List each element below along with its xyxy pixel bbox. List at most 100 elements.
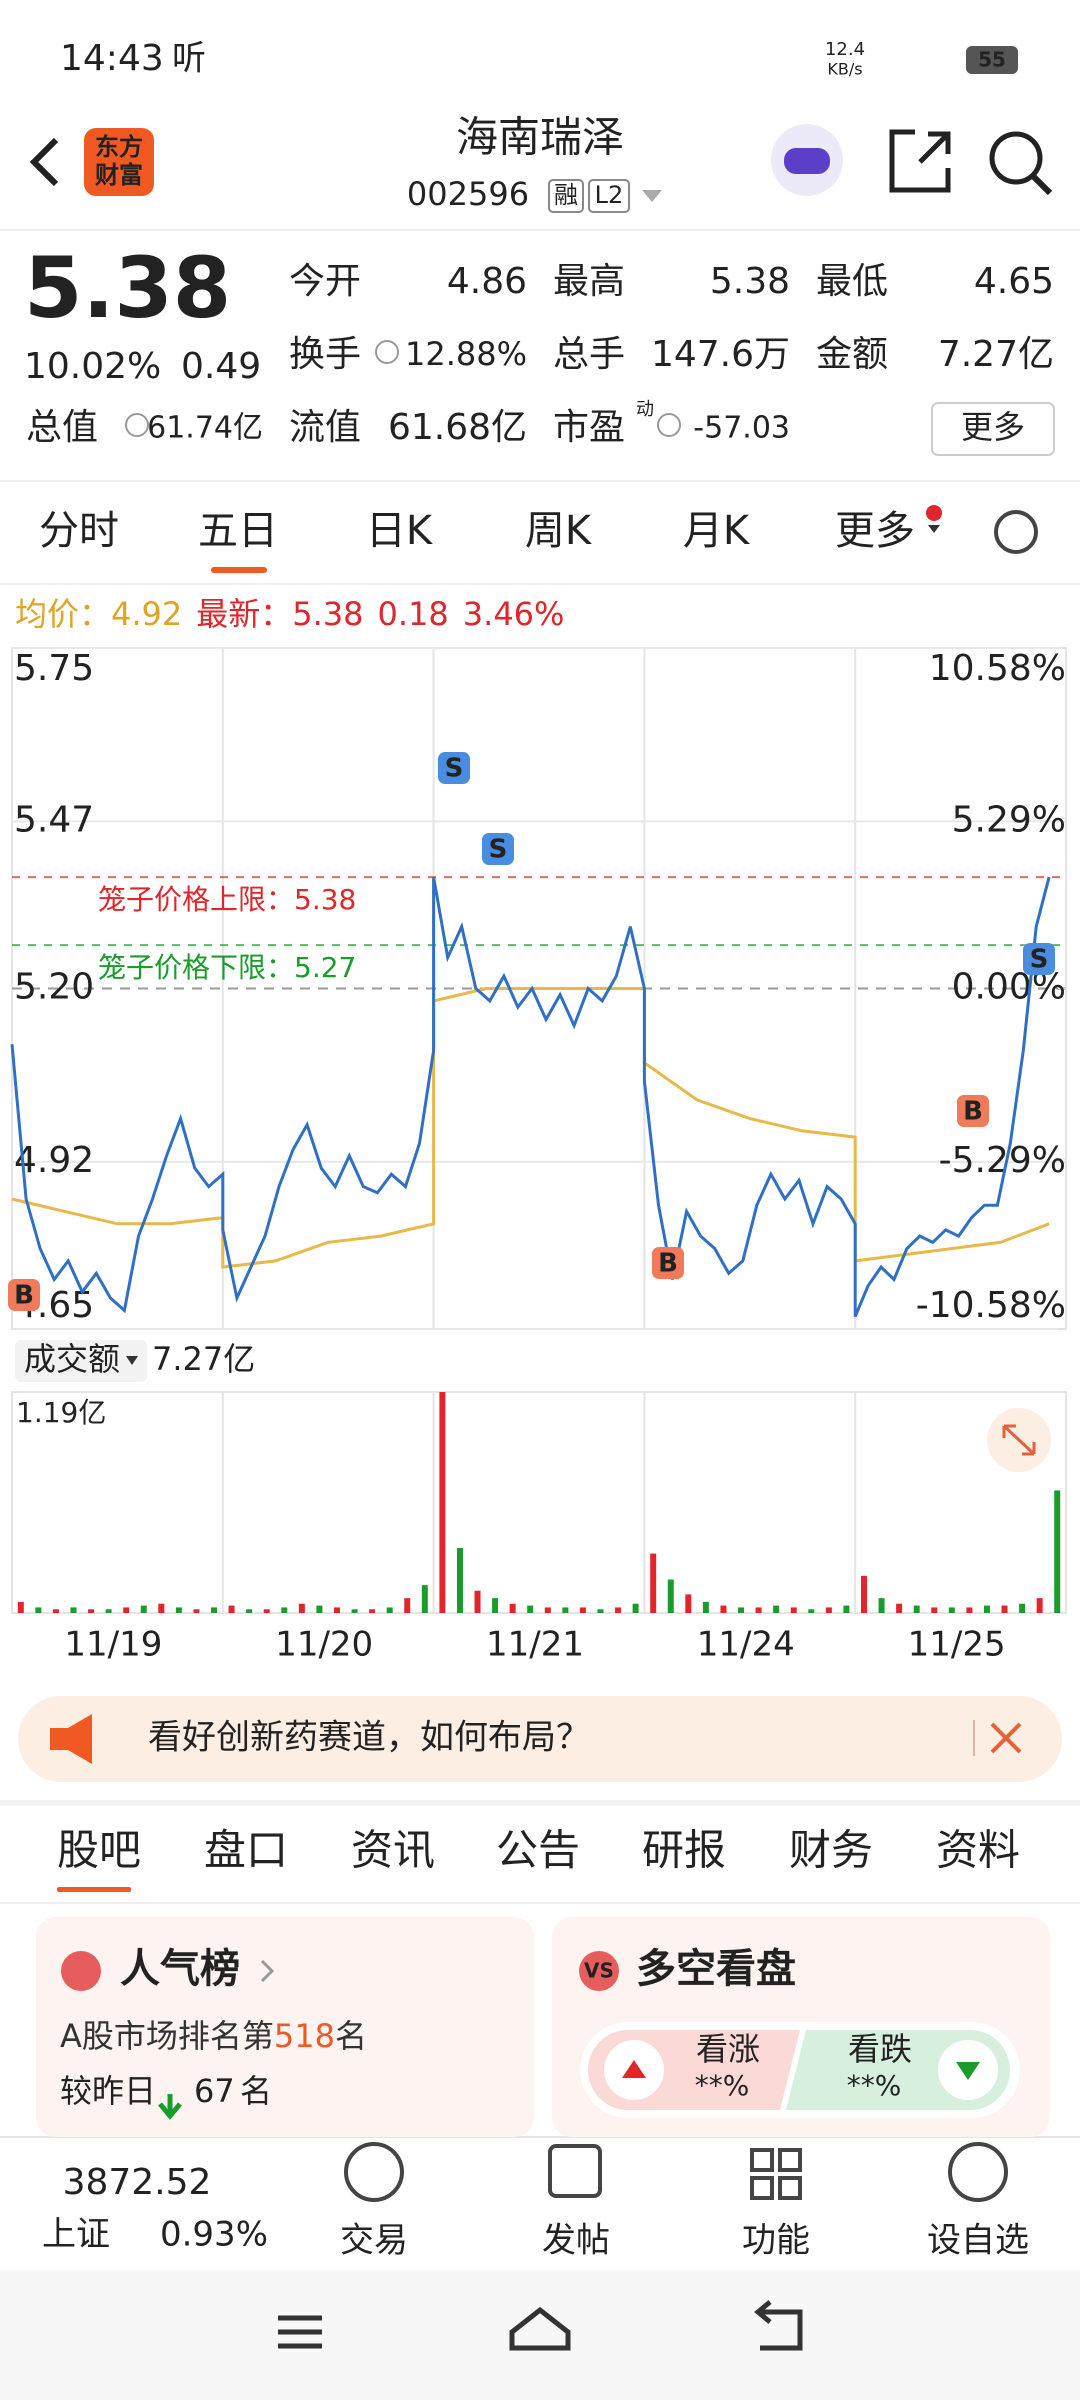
volume-bar bbox=[140, 1605, 147, 1613]
up-arrow bbox=[622, 2060, 646, 2078]
legend-item: 均价： bbox=[15, 595, 111, 633]
section-tab[interactable]: 财务 bbox=[789, 1826, 873, 1875]
more-label[interactable]: 更多 bbox=[961, 408, 1025, 446]
cage-label-value: 5.27 bbox=[294, 951, 356, 984]
chart-tab[interactable]: 更多 bbox=[835, 508, 915, 554]
divider bbox=[0, 480, 1080, 482]
nav-item[interactable]: 设自选 bbox=[927, 2221, 1029, 2261]
banner-text[interactable]: 看好创新药赛道，如何布局？ bbox=[148, 1718, 590, 1758]
volume-bar bbox=[702, 1601, 709, 1613]
banner[interactable] bbox=[18, 1696, 1062, 1782]
pe-superscript: 动 bbox=[636, 399, 654, 420]
chart-tab[interactable]: 周K bbox=[525, 508, 593, 554]
volume-bar bbox=[527, 1605, 534, 1613]
section-tab[interactable]: 股吧 bbox=[57, 1826, 141, 1875]
trade-icon[interactable] bbox=[344, 2142, 404, 2202]
avatar-face bbox=[784, 148, 830, 174]
trade-marker-label: B bbox=[963, 1097, 983, 1127]
home-button[interactable] bbox=[509, 2306, 571, 2351]
card-icon bbox=[579, 1951, 619, 1991]
section-tab[interactable]: 研报 bbox=[642, 1826, 726, 1875]
quote-label: 总值 bbox=[26, 407, 98, 448]
nav-item[interactable]: 功能 bbox=[742, 2221, 810, 2261]
legend: 均价：4.92 最新：5.38 0.18 3.46% bbox=[15, 595, 564, 633]
section-tab[interactable]: 盘口 bbox=[204, 1826, 288, 1875]
volume-bar bbox=[404, 1598, 411, 1613]
section-tab[interactable]: 公告 bbox=[496, 1826, 580, 1875]
chart-tab[interactable]: 月K bbox=[683, 508, 751, 554]
chart-tab[interactable]: 分时 bbox=[39, 508, 119, 554]
stock-name: 海南瑞泽 bbox=[456, 113, 624, 162]
section-tab[interactable]: 资讯 bbox=[351, 1826, 435, 1875]
bear-pct: **% bbox=[847, 2069, 902, 2102]
nav-item[interactable]: 交易 bbox=[340, 2221, 408, 2261]
search-icon bbox=[1030, 173, 1053, 196]
card-icon-text: VS bbox=[584, 1959, 614, 1983]
y2-tick-label: -10.58% bbox=[916, 1285, 1066, 1326]
post-icon[interactable] bbox=[548, 2144, 602, 2198]
quote-label: 流值 bbox=[289, 407, 361, 448]
y2-tick-label: -5.29% bbox=[939, 1140, 1066, 1181]
volume-bar bbox=[1019, 1603, 1026, 1613]
bull-pct: **% bbox=[695, 2069, 750, 2102]
chart-tab[interactable]: 日K bbox=[366, 508, 434, 554]
share-icon[interactable] bbox=[889, 129, 951, 193]
bear-label: 看跌 bbox=[848, 2030, 912, 2068]
change: 0.49 bbox=[181, 346, 261, 387]
trade-marker-label: S bbox=[445, 754, 464, 784]
net-speed: 12.4 bbox=[825, 39, 865, 60]
price: 5.38 bbox=[24, 239, 231, 337]
back-button[interactable] bbox=[29, 137, 59, 187]
badge bbox=[548, 179, 584, 213]
quote-value: 147.6万 bbox=[651, 334, 790, 375]
quote-label: 今开 bbox=[289, 261, 361, 302]
volume-bar bbox=[632, 1603, 639, 1613]
function-icon[interactable] bbox=[750, 2148, 802, 2200]
legend-item: 0.18 bbox=[378, 595, 449, 633]
popularity-card[interactable] bbox=[36, 1917, 534, 2137]
quote-label: 最低 bbox=[816, 261, 888, 302]
price-line bbox=[10, 876, 1051, 1318]
volume-bar bbox=[105, 1609, 112, 1613]
section-tab[interactable]: 资料 bbox=[936, 1826, 1020, 1875]
volume-bar bbox=[562, 1607, 569, 1613]
trade-marker-label: B bbox=[14, 1281, 34, 1311]
battery: 55 bbox=[978, 48, 1006, 72]
search-icon[interactable] bbox=[989, 131, 1043, 185]
volume-bar bbox=[948, 1607, 955, 1613]
nav-item[interactable]: 发帖 bbox=[542, 2221, 610, 2261]
clock: 14:43 bbox=[60, 38, 164, 79]
menu-button[interactable] bbox=[278, 2315, 322, 2349]
volume-bar bbox=[1036, 1598, 1043, 1613]
close-button[interactable] bbox=[990, 1722, 1022, 1754]
divider bbox=[0, 2136, 1080, 2138]
trade-marker bbox=[1023, 943, 1055, 975]
card-title: 人气榜 bbox=[120, 1946, 240, 1992]
quote-label: 金额 bbox=[816, 334, 888, 375]
volume-bar bbox=[878, 1598, 885, 1613]
index-name: 上证 bbox=[42, 2215, 110, 2255]
watchlist-icon[interactable] bbox=[948, 2142, 1008, 2202]
volume-bar bbox=[667, 1579, 674, 1613]
settings-icon[interactable] bbox=[994, 510, 1038, 554]
back-nav-button[interactable] bbox=[754, 2300, 803, 2351]
volume-bar bbox=[281, 1607, 288, 1613]
volume-bar bbox=[738, 1607, 745, 1613]
quote-label: 最高 bbox=[553, 261, 625, 302]
quote-value: 4.65 bbox=[974, 261, 1054, 302]
index-change: 0.93% bbox=[160, 2215, 268, 2255]
volume-bar bbox=[35, 1607, 42, 1613]
expand-icon bbox=[1002, 1424, 1036, 1456]
quote-value: 4.86 bbox=[447, 261, 527, 302]
chart-tab[interactable]: 五日 bbox=[198, 508, 278, 554]
volume-bar bbox=[860, 1575, 867, 1613]
volume-bar bbox=[509, 1603, 516, 1613]
card-icon bbox=[61, 1951, 101, 1991]
more-button[interactable] bbox=[931, 402, 1055, 456]
x-tick-label: 11/25 bbox=[908, 1625, 1006, 1665]
rank-suffix: 名 bbox=[335, 2017, 367, 2055]
volume-bar bbox=[1054, 1490, 1061, 1613]
trade-marker bbox=[8, 1279, 40, 1311]
